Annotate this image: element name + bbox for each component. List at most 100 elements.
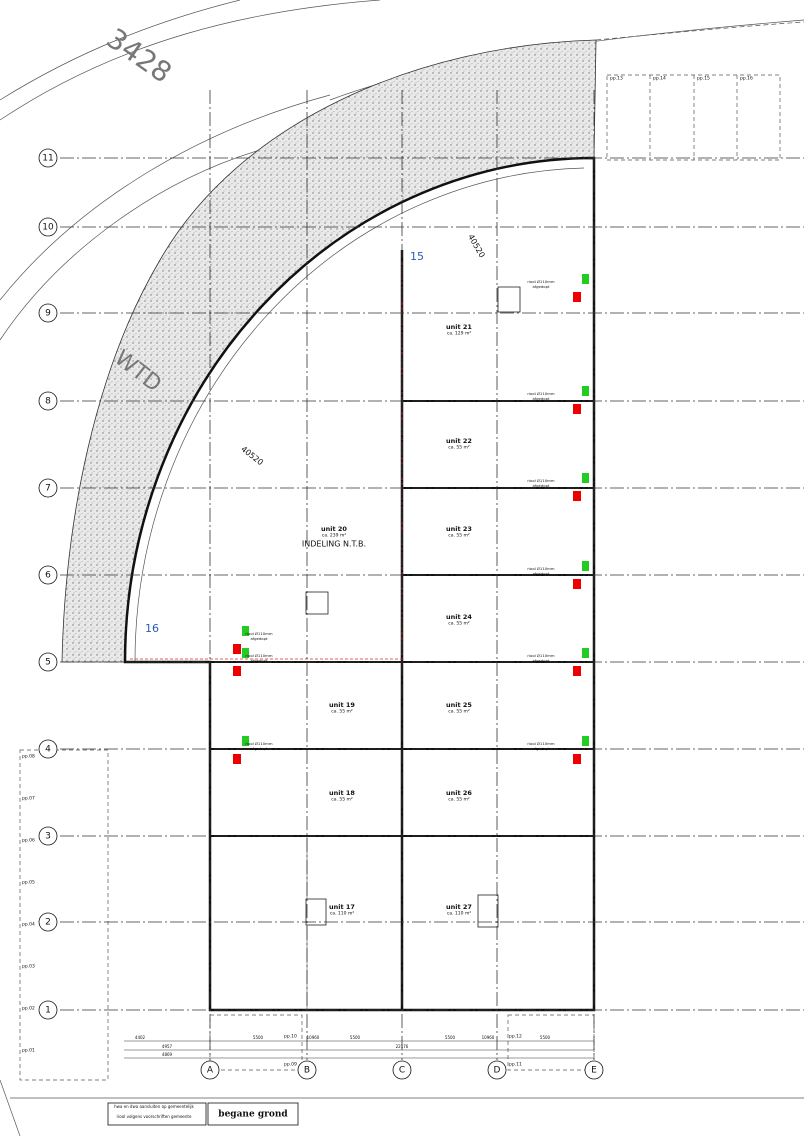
drain-label: riool Ø110mm: [527, 279, 554, 284]
parking-label: pp.07: [22, 796, 35, 802]
grid-bubble: [38, 148, 58, 168]
legend-text: hwa en dwa aansluiten op gemeentelijk: [114, 1104, 194, 1109]
drain-label: riool Ø110mm: [245, 653, 272, 658]
grid-label: A: [207, 1066, 214, 1076]
parking-label: pp.02: [22, 1006, 35, 1012]
facade-inner: [134, 167, 585, 663]
road-edge: [0, 0, 381, 121]
road-edge: [0, 0, 241, 101]
marker: 16: [145, 622, 159, 635]
dimension: 10960: [307, 1035, 320, 1040]
unit-area: ca. 239 m²: [322, 533, 346, 539]
parking-label: pp.08: [22, 754, 35, 760]
unit-name: unit 25: [446, 701, 472, 709]
grid-label: 8: [45, 397, 51, 407]
drain-label: riool Ø110mm: [245, 631, 272, 636]
grid-label: B: [304, 1066, 310, 1076]
drain-label: afgedopt: [532, 284, 550, 289]
grid-label: 4: [45, 745, 51, 755]
unit-area: ca. 55 m²: [448, 445, 470, 451]
grid-label: 10: [42, 223, 54, 233]
dimension: 40520: [239, 444, 265, 467]
parking-lines: [19, 74, 781, 1081]
dimension: 22176: [396, 1044, 409, 1049]
parking-label: pp.15: [697, 76, 710, 82]
grid-bubble: [38, 739, 58, 759]
unit-area: ca. 110 m²: [330, 911, 354, 917]
meter-box: [573, 404, 581, 414]
drain-label: afgedopt: [532, 571, 550, 576]
unit-name: unit 22: [446, 437, 472, 445]
dimension: 5500: [540, 1035, 551, 1040]
dimension: 40520: [466, 233, 487, 260]
parking-label: pp.05: [22, 880, 35, 886]
unit-note: INDELING N.T.B.: [302, 540, 366, 549]
grid-label: 3: [45, 832, 51, 842]
parking-label: pp.10: [284, 1034, 297, 1040]
legend-box: [107, 1102, 207, 1126]
grid-bubble: [392, 1060, 412, 1080]
unit-name: unit 21: [446, 323, 472, 331]
drain-label: afgedopt: [250, 636, 268, 641]
road-edge: [0, 94, 331, 301]
drain-label: riool Ø110mm: [527, 478, 554, 483]
meter-box: [233, 754, 241, 764]
grid-label: 7: [45, 484, 51, 494]
grid-bubble: [584, 1060, 604, 1080]
drain-label: riool Ø110mm: [527, 653, 554, 658]
unit-name: unit 27: [446, 903, 472, 911]
dimension: 5500: [445, 1035, 456, 1040]
meter-box: [233, 644, 241, 654]
meter-box: [573, 491, 581, 501]
parking-label: pp.13: [610, 76, 623, 82]
unit-name: unit 18: [329, 789, 355, 797]
grid-label: E: [591, 1066, 597, 1076]
grid-bubble: [297, 1060, 317, 1080]
drain-label: afgedopt: [532, 658, 550, 663]
grid-bubble: [38, 652, 58, 672]
unit-name: unit 20: [321, 525, 347, 533]
meter-box: [582, 561, 589, 571]
unit-name: unit 24: [446, 613, 472, 621]
drain-label: afgedopt: [532, 746, 550, 751]
grid-label: C: [399, 1066, 405, 1076]
road-edge: [0, 149, 261, 341]
grid-bubble: [38, 826, 58, 846]
parking-label: pp.11: [509, 1062, 522, 1068]
meter-box: [242, 626, 249, 636]
meter-box: [582, 736, 589, 746]
grid-bubble: [38, 217, 58, 237]
parking-label: pp.03: [22, 964, 35, 970]
meter-box: [582, 648, 589, 658]
drain-label: riool Ø110mm: [527, 741, 554, 746]
drawing-title: begane grond: [218, 1110, 288, 1120]
unit-name: unit 23: [446, 525, 472, 533]
unit-name: unit 19: [329, 701, 355, 709]
grid-label: 1: [45, 1006, 51, 1016]
meter-box: [582, 473, 589, 483]
meter-box: [573, 754, 581, 764]
grid-label: D: [494, 1066, 501, 1076]
road-edge: [0, 1079, 21, 1136]
gravel-area: [61, 39, 597, 663]
grid-label: 9: [45, 309, 51, 319]
drain-label: riool Ø110mm: [527, 566, 554, 571]
unit-name: unit 26: [446, 789, 472, 797]
unit-area: ca. 55 m²: [448, 621, 470, 627]
unit-area: ca. 129 m²: [447, 331, 471, 337]
unit-area: ca. 110 m²: [447, 911, 471, 917]
meter-box: [573, 579, 581, 589]
plot-boundary: [595, 21, 804, 41]
parking-label: pp.04: [22, 922, 35, 928]
meter-box: [582, 386, 589, 396]
unit-area: ca. 55 m²: [331, 709, 353, 715]
grid-bubble: [38, 565, 58, 585]
dimension: 4957: [162, 1044, 173, 1049]
parking-label: pp.14: [653, 76, 666, 82]
drain-label: afgedopt: [532, 396, 550, 401]
meter-box: [242, 736, 249, 746]
dimension: 5500: [350, 1035, 361, 1040]
grid-bubble: [38, 391, 58, 411]
dimension: 5500: [253, 1035, 264, 1040]
parking-label: pp.09: [284, 1062, 297, 1068]
